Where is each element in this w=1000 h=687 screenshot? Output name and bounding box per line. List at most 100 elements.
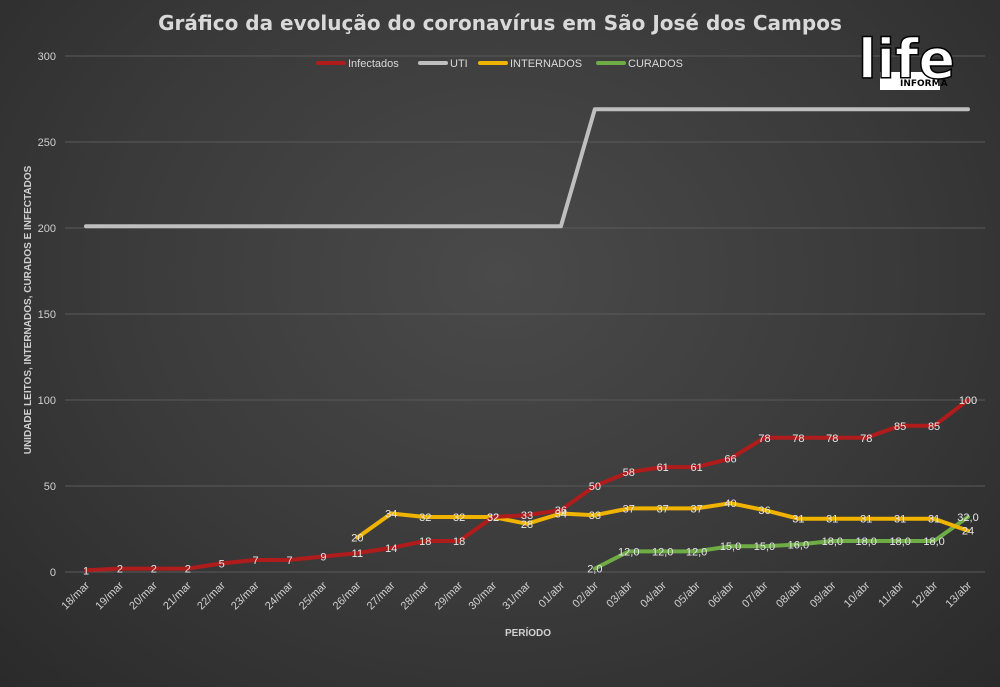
x-tick-label: 22/mar: [195, 579, 228, 612]
data-label: 31: [826, 514, 838, 526]
data-label: 11: [352, 548, 363, 560]
data-label: 12,0: [686, 546, 707, 558]
legend-label: UTI: [450, 58, 468, 70]
legend-label: CURADOS: [628, 58, 683, 70]
x-tick-label: 27/mar: [365, 579, 398, 612]
data-label: 78: [758, 433, 770, 445]
x-tick-label: 25/mar: [297, 579, 330, 612]
data-label: 1: [83, 565, 89, 577]
data-label: 18: [453, 536, 465, 548]
legend-label: Infectados: [348, 58, 399, 70]
x-tick-label: 04/abr: [638, 579, 669, 610]
y-axis-ticks: 0 50 100 150 200 250 300: [38, 51, 56, 579]
logo-sub-background: [880, 72, 940, 90]
x-axis-label: PERÍODO: [505, 626, 551, 639]
data-label: 20: [351, 533, 363, 545]
chart-title: Gráfico da evolução do coronavírus em Sã…: [158, 11, 842, 35]
data-label: 78: [860, 433, 872, 445]
data-label: 61: [657, 462, 669, 474]
x-tick-label: 29/mar: [433, 579, 466, 612]
series-line-uti: [84, 107, 970, 229]
data-labels: 1 2 2 2 5 7 7 9 11 14 18 18 32 33 36 50 58 61 61 66 78 78 78 78…: [83, 395, 979, 577]
x-tick-label: 11/abr: [876, 579, 906, 609]
x-tick-label: 07/abr: [740, 579, 771, 610]
logo-sub-text: INFORMA: [900, 79, 948, 89]
data-label: 37: [623, 503, 635, 515]
x-tick-label: 05/abr: [672, 579, 703, 610]
data-label: 2: [151, 564, 157, 576]
data-label: 85: [928, 421, 940, 433]
data-label: 61: [690, 462, 702, 474]
legend-label: INTERNADOS: [510, 58, 582, 70]
x-tick-label: 31/mar: [500, 579, 533, 612]
data-label: 50: [589, 481, 601, 493]
data-label: 100: [959, 395, 977, 407]
x-tick-label: 26/mar: [331, 579, 364, 612]
data-label: 33: [589, 510, 601, 522]
series-lines: [84, 107, 970, 573]
data-label: 32: [487, 512, 499, 524]
data-label: 37: [657, 503, 669, 515]
series-line-curados: [592, 515, 970, 571]
data-label: 34: [555, 509, 567, 521]
x-tick-label: 21/mar: [161, 579, 194, 612]
y-tick-label: 200: [38, 223, 56, 235]
y-tick-label: 100: [38, 395, 56, 407]
x-tick-label: 03/abr: [604, 579, 635, 610]
data-label: 78: [792, 433, 804, 445]
data-label: 15,0: [720, 541, 741, 553]
data-label: 24: [962, 526, 974, 538]
data-label: 40: [724, 498, 736, 510]
data-label: 36: [758, 505, 770, 517]
data-label: 18: [419, 536, 431, 548]
x-tick-label: 09/abr: [808, 579, 839, 610]
grid: [65, 55, 985, 573]
y-tick-label: 150: [38, 309, 56, 321]
data-label: 5: [219, 558, 225, 570]
data-label: 2: [185, 564, 191, 576]
x-tick-label: 23/mar: [229, 579, 262, 612]
data-label: 85: [894, 421, 906, 433]
y-tick-label: 0: [50, 567, 56, 579]
data-label: 15,0: [754, 541, 775, 553]
series-line-internados: [355, 501, 970, 540]
data-label: 18,0: [822, 536, 843, 548]
x-tick-label: 19/mar: [93, 579, 126, 612]
data-label: 66: [724, 453, 736, 465]
series-line-infectados: [84, 398, 970, 573]
x-tick-label: 12/abr: [910, 579, 941, 610]
data-label: 31: [894, 514, 906, 526]
data-label: 16,0: [788, 539, 809, 551]
x-tick-label: 28/mar: [399, 579, 432, 612]
data-label: 34: [385, 509, 397, 521]
x-tick-label: 02/abr: [570, 579, 601, 610]
x-tick-label: 18/mar: [59, 579, 92, 612]
x-tick-label: 30/mar: [466, 579, 499, 612]
data-label: 31: [792, 514, 804, 526]
data-label: 7: [253, 555, 259, 567]
data-label: 9: [320, 552, 326, 564]
data-label: 32: [419, 512, 431, 524]
data-label: 31: [928, 514, 940, 526]
x-tick-label: 20/mar: [127, 579, 160, 612]
data-label: 18,0: [889, 536, 910, 548]
data-label: 37: [690, 503, 702, 515]
y-tick-label: 50: [44, 481, 56, 493]
x-tick-label: 01/abr: [536, 579, 567, 610]
data-label: 18,0: [856, 536, 877, 548]
logo-main-text: life: [858, 28, 955, 91]
y-tick-label: 300: [38, 51, 56, 63]
data-label: 33: [521, 510, 533, 522]
x-axis-ticks: 18/mar 19/mar 20/mar 21/mar 22/mar 23/mar 24/m…: [59, 579, 974, 612]
data-label: 32: [453, 512, 465, 524]
data-label: 2,0: [587, 564, 602, 576]
y-tick-label: 250: [38, 137, 56, 149]
legend: Infectados UTI INTERNADOS CURADOS: [316, 58, 683, 70]
data-label: 12,0: [618, 546, 639, 558]
x-tick-label: 13/abr: [944, 579, 975, 610]
x-tick-label: 08/abr: [774, 579, 805, 610]
x-tick-label: 06/abr: [706, 579, 737, 610]
data-label: 36: [555, 505, 567, 517]
data-label: 31: [860, 514, 872, 526]
